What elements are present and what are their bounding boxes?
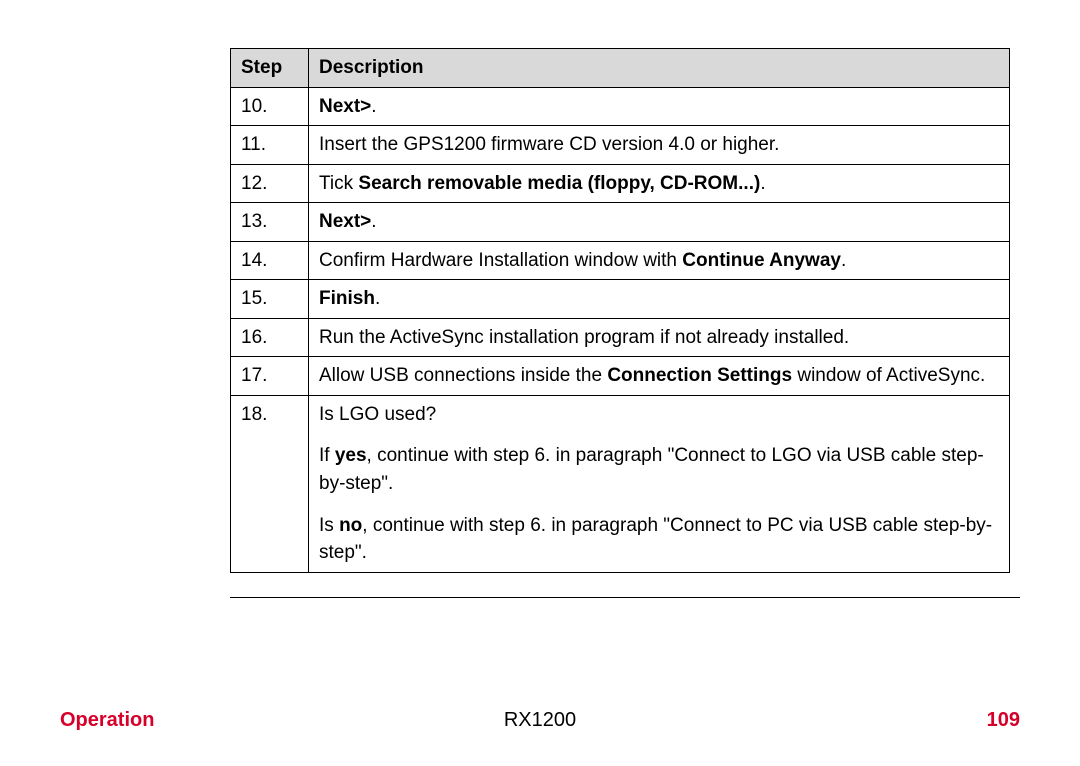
text: Tick <box>319 173 358 194</box>
header-description: Description <box>309 49 1010 88</box>
document-page: Step Description 10. Next>. 11. Insert t… <box>0 0 1080 766</box>
step-number: 13. <box>231 203 309 242</box>
bold-text: no <box>339 515 362 536</box>
table-header-row: Step Description <box>231 49 1010 88</box>
text: Confirm Hardware Installation window wit… <box>319 250 682 271</box>
text: If <box>319 445 335 466</box>
step-number: 14. <box>231 241 309 280</box>
footer-page-number: 109 <box>987 709 1020 732</box>
table-row: 10. Next>. <box>231 87 1010 126</box>
footer-document-title: RX1200 <box>504 709 576 732</box>
step-number: 11. <box>231 126 309 165</box>
footer-section-title: Operation <box>60 709 154 732</box>
text: . <box>375 288 380 309</box>
bold-text: yes <box>335 445 367 466</box>
bold-text: Search removable media (floppy, CD-ROM..… <box>358 173 760 194</box>
step-description: Allow USB connections inside the Connect… <box>309 357 1010 396</box>
step-description: Confirm Hardware Installation window wit… <box>309 241 1010 280</box>
paragraph: Is no, continue with step 6. in paragrap… <box>319 512 999 567</box>
bold-text: Finish <box>319 288 375 309</box>
step-number: 17. <box>231 357 309 396</box>
steps-table: Step Description 10. Next>. 11. Insert t… <box>230 48 1010 573</box>
table-row: 13. Next>. <box>231 203 1010 242</box>
table-row: 12. Tick Search removable media (floppy,… <box>231 164 1010 203</box>
table-row: 18. Is LGO used? If yes, continue with s… <box>231 395 1010 572</box>
bold-text: Next> <box>319 96 371 117</box>
step-number: 18. <box>231 395 309 572</box>
step-description: Finish. <box>309 280 1010 319</box>
text: . <box>760 173 765 194</box>
header-step: Step <box>231 49 309 88</box>
step-description: Next>. <box>309 87 1010 126</box>
text: Allow USB connections inside the <box>319 365 607 386</box>
page-footer: Operation RX1200 109 <box>60 709 1020 732</box>
text: . <box>371 96 376 117</box>
table-row: 15. Finish. <box>231 280 1010 319</box>
paragraph: If yes, continue with step 6. in paragra… <box>319 442 999 497</box>
text: window of ActiveSync. <box>792 365 985 386</box>
text: . <box>841 250 846 271</box>
step-description: Is LGO used? If yes, continue with step … <box>309 395 1010 572</box>
table-row: 11. Insert the GPS1200 firmware CD versi… <box>231 126 1010 165</box>
bold-text: Connection Settings <box>607 365 792 386</box>
paragraph: Is LGO used? <box>319 401 999 429</box>
text: . <box>371 211 376 232</box>
table-row: 17. Allow USB connections inside the Con… <box>231 357 1010 396</box>
text: Is <box>319 515 339 536</box>
bold-text: Continue Anyway <box>682 250 841 271</box>
table-row: 14. Confirm Hardware Installation window… <box>231 241 1010 280</box>
step-description: Run the ActiveSync installation program … <box>309 318 1010 357</box>
step-number: 16. <box>231 318 309 357</box>
step-description: Next>. <box>309 203 1010 242</box>
table-container: Step Description 10. Next>. 11. Insert t… <box>230 48 1010 573</box>
step-number: 10. <box>231 87 309 126</box>
text: , continue with step 6. in paragraph "Co… <box>319 445 984 494</box>
text: , continue with step 6. in paragraph "Co… <box>319 515 992 564</box>
step-number: 12. <box>231 164 309 203</box>
table-row: 16. Run the ActiveSync installation prog… <box>231 318 1010 357</box>
step-number: 15. <box>231 280 309 319</box>
horizontal-rule <box>230 597 1020 598</box>
step-description: Insert the GPS1200 firmware CD version 4… <box>309 126 1010 165</box>
step-description: Tick Search removable media (floppy, CD-… <box>309 164 1010 203</box>
bold-text: Next> <box>319 211 371 232</box>
